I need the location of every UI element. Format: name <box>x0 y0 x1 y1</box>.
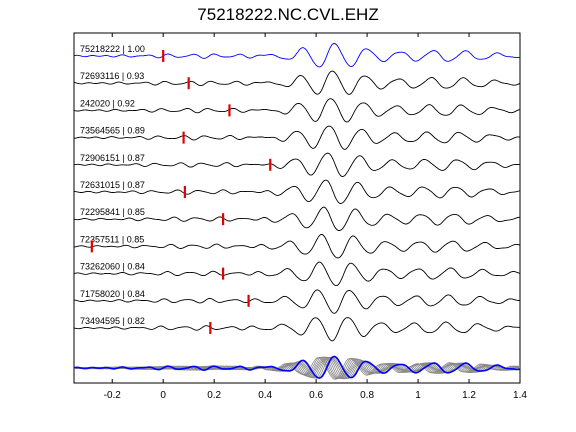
x-tick-label: 1.2 <box>462 390 476 401</box>
trace-label: 73564565 | 0.89 <box>80 126 145 136</box>
x-tick-label: 0.6 <box>309 390 323 401</box>
trace-label: 72631015 | 0.87 <box>80 180 145 190</box>
trace-4 <box>73 152 521 177</box>
trace-label: 242020 | 0.92 <box>80 98 135 108</box>
trace-label: 71758020 | 0.84 <box>80 289 145 299</box>
trace-9 <box>73 289 520 314</box>
trace-label: 75218222 | 1.00 <box>80 44 145 54</box>
trace-10 <box>73 317 521 342</box>
trace-0 <box>73 42 521 68</box>
trace-5 <box>73 179 521 204</box>
trace-2 <box>73 98 521 123</box>
axes-frame <box>73 32 521 384</box>
x-tick-label: -0.2 <box>104 390 122 401</box>
trace-6 <box>73 206 520 232</box>
trace-3 <box>74 125 521 150</box>
x-tick-label: 0.8 <box>360 390 374 401</box>
trace-1 <box>73 70 521 95</box>
trace-label: 73494595 | 0.82 <box>80 316 145 326</box>
x-tick-label: 1.4 <box>513 390 527 401</box>
trace-label: 72906151 | 0.87 <box>80 153 145 163</box>
trace-label: 72693116 | 0.93 <box>80 71 144 81</box>
x-tick-label: 0.4 <box>258 390 272 401</box>
trace-label: 72357511 | 0.85 <box>80 234 144 244</box>
trace-8 <box>73 261 521 287</box>
x-tick-label: 0.2 <box>207 390 221 401</box>
trace-7 <box>74 233 521 259</box>
chart-title: 75218222.NC.CVL.EHZ <box>197 5 379 24</box>
x-tick-label: 0 <box>160 390 166 401</box>
x-tick-label: 1 <box>415 390 421 401</box>
trace-label: 72295841 | 0.85 <box>80 207 145 217</box>
trace-label: 73262060 | 0.84 <box>80 262 145 272</box>
stack-reference <box>73 355 521 379</box>
